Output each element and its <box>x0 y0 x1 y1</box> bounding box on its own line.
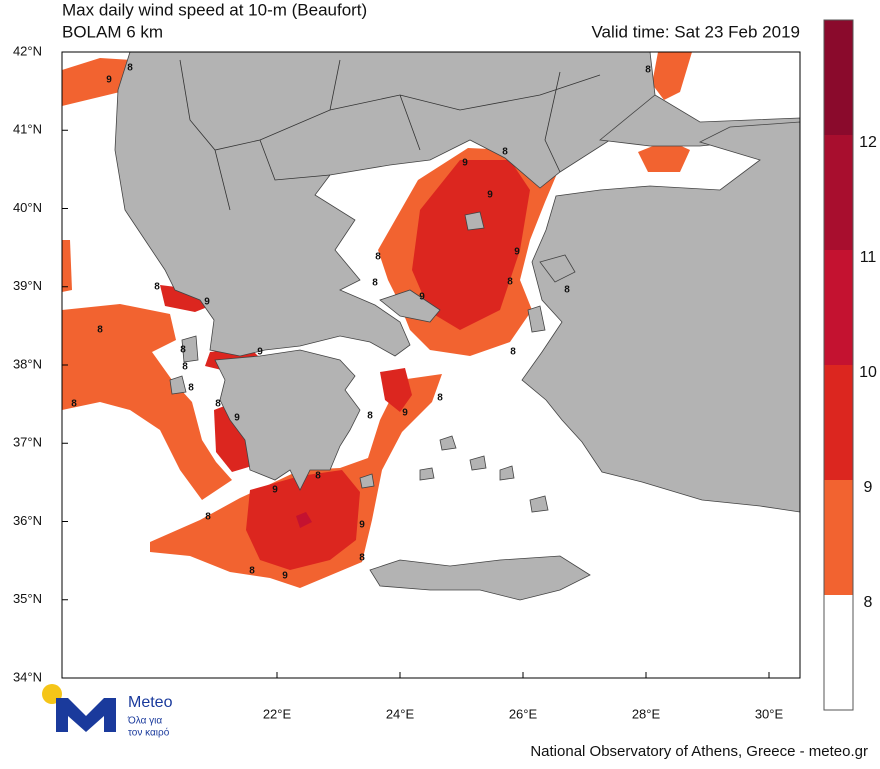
borders <box>179 59 601 211</box>
legend: 12 11 10 9 8 <box>823 19 877 711</box>
contour-label: 8 <box>645 65 651 76</box>
contour-label: 9 <box>462 158 468 169</box>
lat-tick-label: 36°N <box>13 513 42 528</box>
contour-label: 8 <box>437 393 443 404</box>
wind-area <box>652 52 692 100</box>
subtitle: BOLAM 6 km <box>62 22 163 41</box>
contour-label: 8 <box>71 399 77 410</box>
legend-label: 10 <box>859 364 877 381</box>
contour-label: 9 <box>282 571 288 582</box>
land-peloponnese <box>214 349 361 491</box>
legend-label: 11 <box>860 249 877 266</box>
legend-swatch <box>824 135 853 250</box>
wind-area <box>62 304 232 500</box>
contour-label: 8 <box>502 147 508 158</box>
legend-label: 9 <box>864 479 873 496</box>
contour-label: 8 <box>127 63 133 74</box>
contour-label: 9 <box>234 413 240 424</box>
contour-label: 8 <box>188 383 194 394</box>
contour-label: 8 <box>372 278 378 289</box>
land-lemnos <box>464 211 485 231</box>
contour-label: 8 <box>507 277 513 288</box>
wind-area <box>62 240 72 292</box>
legend-swatch <box>824 365 853 480</box>
logo-tagline: τον καιρό <box>128 727 170 739</box>
land-balkans <box>114 52 656 357</box>
valid-time: Valid time: Sat 23 Feb 2019 <box>591 22 800 41</box>
lat-tick-label: 34°N <box>13 669 42 684</box>
lon-tick-label: 28°E <box>632 706 661 721</box>
land-euboea <box>379 289 441 323</box>
logo-tagline: Όλα για <box>127 716 162 727</box>
logo-name: Meteo <box>128 694 173 711</box>
land-turkey <box>521 121 800 513</box>
logo-mark <box>56 698 116 732</box>
contour-label: 9 <box>419 292 425 303</box>
contour-label: 8 <box>564 285 570 296</box>
lon-tick-label: 24°E <box>386 706 415 721</box>
legend-label: 12 <box>859 134 877 151</box>
contour-label: 9 <box>487 190 493 201</box>
wind-area <box>380 368 412 412</box>
land-chios <box>527 305 546 333</box>
contour-label: 9 <box>204 297 210 308</box>
contour-label: 8 <box>154 282 160 293</box>
credit: National Observatory of Athens, Greece -… <box>530 743 868 760</box>
contour-label: 9 <box>257 347 263 358</box>
contour-label: 9 <box>106 75 112 86</box>
contour-label: 8 <box>182 362 188 373</box>
wind-area <box>296 512 312 528</box>
legend-label: 8 <box>864 594 873 611</box>
contour-label: 8 <box>367 411 373 422</box>
contour-label: 9 <box>402 408 408 419</box>
lat-tick-label: 42°N <box>13 43 42 58</box>
land-crete <box>369 555 591 601</box>
lat-tick-label: 35°N <box>13 591 42 606</box>
axes: 42°N 41°N 40°N 39°N 38°N 37°N 36°N 35°N 34°N 22°E… <box>13 43 784 721</box>
contour-label: 8 <box>180 345 186 356</box>
contour-label: 8 <box>375 252 381 263</box>
lat-tick-label: 41°N <box>13 122 42 137</box>
contour-label: 8 <box>215 399 221 410</box>
lat-tick-label: 38°N <box>13 356 42 371</box>
contour-label: 8 <box>315 471 321 482</box>
legend-swatch <box>824 480 853 595</box>
logo: Meteo Όλα για τον καιρό <box>42 684 173 739</box>
legend-swatch <box>824 20 853 135</box>
legend-swatch <box>824 250 853 365</box>
lat-tick-label: 39°N <box>13 278 42 293</box>
contour-label: 9 <box>359 520 365 531</box>
lat-tick-label: 37°N <box>13 435 42 450</box>
lat-tick-label: 40°N <box>13 200 42 215</box>
lon-tick-label: 22°E <box>263 706 292 721</box>
land-lesvos <box>539 254 576 283</box>
wind-area <box>62 58 132 106</box>
title: Max daily wind speed at 10-m (Beaufort) <box>62 0 367 19</box>
wind-area <box>638 140 690 172</box>
contour-label: 8 <box>205 512 211 523</box>
contour-label: 9 <box>272 485 278 496</box>
land-islands <box>169 335 549 513</box>
legend-frame <box>823 19 854 711</box>
contour-label: 8 <box>510 347 516 358</box>
lon-tick-label: 30°E <box>755 706 784 721</box>
contour-label: 8 <box>359 553 365 564</box>
lon-tick-label: 26°E <box>509 706 538 721</box>
contour-label: 8 <box>249 566 255 577</box>
contour-label: 8 <box>97 325 103 336</box>
wind-area <box>412 160 530 330</box>
legend-swatch <box>824 595 853 710</box>
contour-label: 9 <box>514 247 520 258</box>
